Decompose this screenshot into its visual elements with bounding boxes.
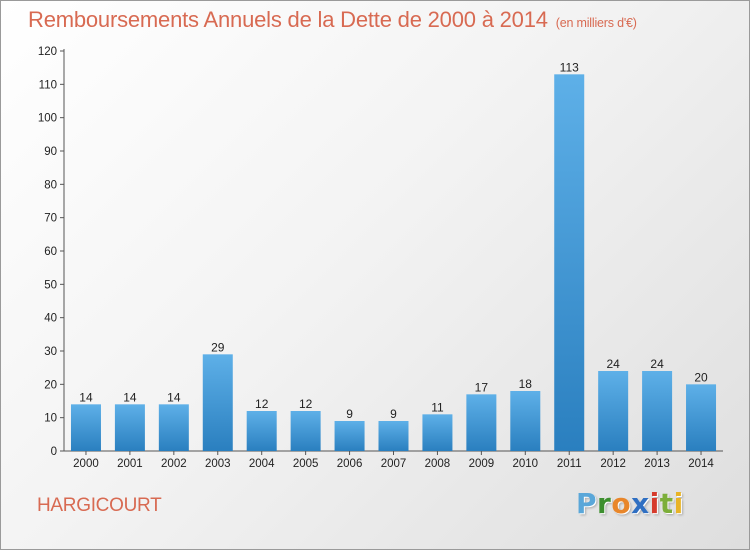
value-label-2012: 24 bbox=[606, 357, 620, 371]
y-tick-label: 0 bbox=[51, 446, 57, 458]
logo-letter: x bbox=[631, 487, 650, 520]
x-tick-label-2010: 2010 bbox=[513, 458, 539, 470]
y-tick-label: 10 bbox=[44, 413, 57, 425]
logo-letter: i bbox=[673, 487, 684, 520]
bar-2005 bbox=[290, 411, 321, 451]
value-label-2009: 17 bbox=[475, 380, 489, 394]
y-tick-label: 100 bbox=[38, 113, 57, 125]
bar-2001 bbox=[114, 404, 145, 451]
value-label-2013: 24 bbox=[650, 357, 664, 371]
logo-letter: t bbox=[659, 487, 674, 520]
y-tick-label: 60 bbox=[44, 246, 57, 258]
bars bbox=[70, 74, 717, 451]
value-label-2002: 14 bbox=[167, 390, 181, 404]
chart-title-text: Remboursements Annuels de la Dette de 20… bbox=[28, 7, 548, 32]
value-label-2007: 9 bbox=[390, 407, 397, 421]
y-tick-label: 110 bbox=[39, 79, 57, 91]
y-tick-label: 120 bbox=[38, 46, 57, 58]
logo-letter: i bbox=[649, 487, 660, 520]
y-tick-label: 90 bbox=[44, 146, 57, 158]
bar-2006 bbox=[334, 421, 365, 451]
value-label-2011: 113 bbox=[560, 60, 579, 74]
x-tick-label-2012: 2012 bbox=[600, 458, 626, 470]
x-tick-label-2014: 2014 bbox=[688, 458, 714, 470]
y-tick-label: 20 bbox=[44, 379, 57, 391]
x-tick-label-2006: 2006 bbox=[337, 458, 363, 470]
chart-title: Remboursements Annuels de la Dette de 20… bbox=[28, 7, 637, 33]
y-tick-label: 80 bbox=[44, 179, 57, 191]
commune-name: HARGICOURT bbox=[37, 495, 162, 516]
proxiti-logo: Proxiti bbox=[576, 487, 684, 520]
bar-2004 bbox=[246, 411, 277, 451]
bar-2014 bbox=[686, 384, 717, 451]
logo-letter: o bbox=[611, 487, 632, 520]
bar-2002 bbox=[158, 404, 189, 451]
labels: 14 2000 14 2001 14 2002 29 2003 12 2004 12 2005 9 200… bbox=[73, 60, 714, 470]
value-label-2003: 29 bbox=[211, 340, 225, 354]
bar-2000 bbox=[70, 404, 101, 451]
x-tick-label-2008: 2008 bbox=[425, 458, 451, 470]
bar-2008 bbox=[422, 414, 453, 451]
value-label-2006: 9 bbox=[346, 407, 353, 421]
bar-2012 bbox=[598, 371, 629, 451]
x-tick-label-2001: 2001 bbox=[117, 458, 143, 470]
y-tick-label: 40 bbox=[44, 313, 57, 325]
value-label-2005: 12 bbox=[299, 397, 313, 411]
value-label-2000: 14 bbox=[79, 390, 93, 404]
x-tick-label-2000: 2000 bbox=[73, 458, 99, 470]
x-tick-label-2011: 2011 bbox=[557, 458, 582, 470]
y-tick-label: 70 bbox=[44, 213, 57, 225]
y-tick-label: 30 bbox=[44, 346, 57, 358]
value-label-2010: 18 bbox=[519, 377, 533, 391]
bar-2009 bbox=[466, 394, 497, 451]
x-tick-label-2003: 2003 bbox=[205, 458, 231, 470]
x-tick-label-2009: 2009 bbox=[469, 458, 495, 470]
x-tick-label-2004: 2004 bbox=[249, 458, 275, 470]
value-label-2001: 14 bbox=[123, 390, 137, 404]
bar-2010 bbox=[510, 391, 541, 451]
bar-2007 bbox=[378, 421, 409, 451]
chart-unit: (en milliers d'€) bbox=[555, 16, 637, 30]
logo-letter: r bbox=[597, 487, 612, 520]
x-tick-label-2002: 2002 bbox=[161, 458, 187, 470]
value-label-2004: 12 bbox=[255, 397, 269, 411]
logo-letter: P bbox=[576, 487, 598, 520]
bar-2013 bbox=[642, 371, 673, 451]
value-label-2008: 11 bbox=[431, 400, 444, 414]
y-tick-label: 50 bbox=[44, 279, 57, 291]
bar-2003 bbox=[202, 354, 233, 451]
x-tick-label-2013: 2013 bbox=[644, 458, 670, 470]
value-label-2014: 20 bbox=[694, 370, 708, 384]
x-tick-label-2007: 2007 bbox=[381, 458, 407, 470]
x-tick-label-2005: 2005 bbox=[293, 458, 319, 470]
bar-2011 bbox=[554, 74, 585, 451]
